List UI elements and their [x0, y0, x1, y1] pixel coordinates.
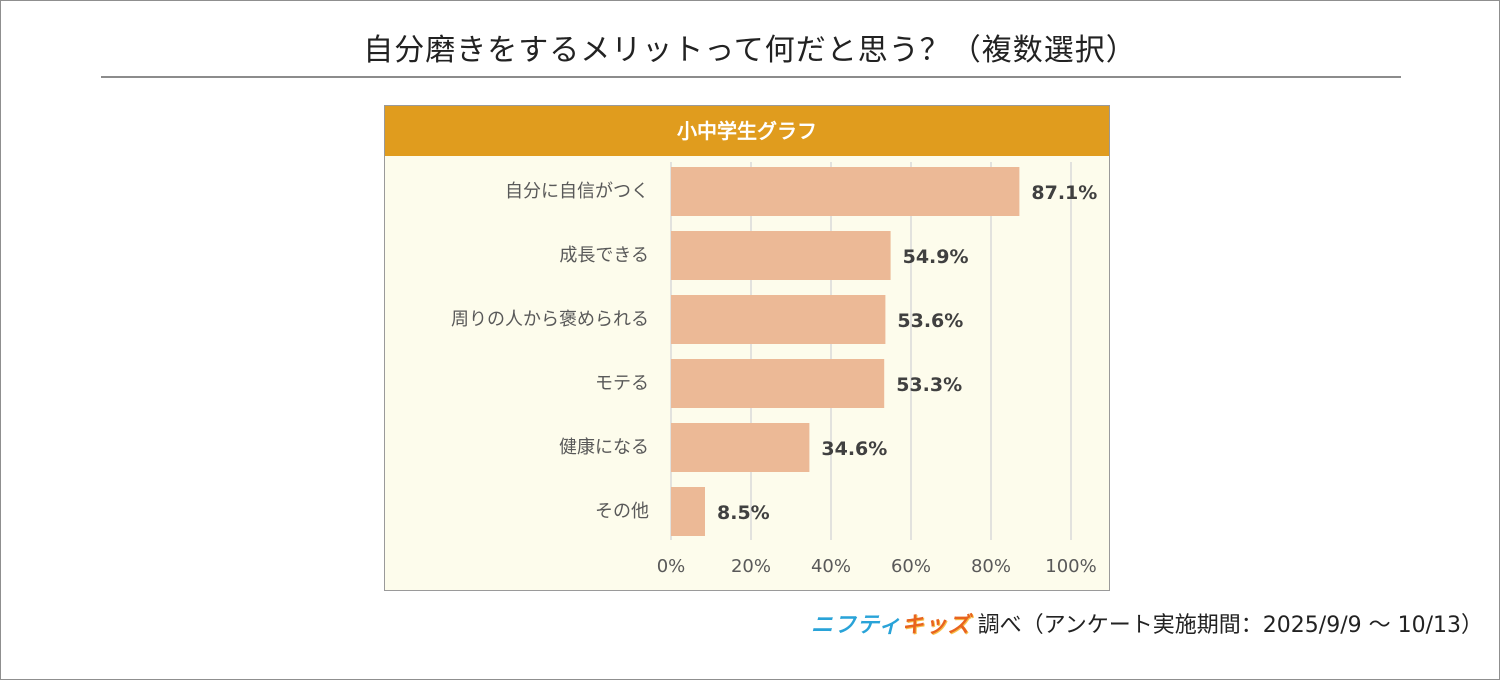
category-label-1: 成長できる [559, 245, 649, 266]
bar-3 [671, 359, 885, 408]
page-title: 自分磨きをするメリットって何だと思う？（複数選択） [363, 33, 1137, 68]
category-label-5: その他 [595, 501, 649, 522]
x-tick-label-40: 40% [811, 556, 851, 577]
x-tick-label-0: 0% [657, 556, 686, 577]
source-note: ニフティキッズ 調べ（アンケート実施期間：2025/9/9 ～ 10/13） [811, 607, 1483, 639]
title-divider [101, 76, 1401, 78]
value-label-2: 53.6% [897, 310, 963, 332]
x-tick-label-60: 60% [891, 556, 931, 577]
brand-logo-nifty: ニフティ [810, 613, 902, 638]
bar-4 [671, 423, 810, 472]
bar-1 [671, 231, 891, 280]
value-label-3: 53.3% [896, 374, 962, 396]
category-label-2: 周りの人から褒められる [451, 309, 649, 330]
x-tick-label-20: 20% [731, 556, 771, 577]
value-label-0: 87.1% [1031, 182, 1097, 204]
bar-chart: 0% 20% 40% 60% 80% 100% 自分に自信がつく 87.1% 成長できる 54.9… [451, 162, 1097, 577]
source-text: 調べ（アンケート実施期間：2025/9/9 ～ 10/13） [977, 613, 1483, 638]
chart-title: 小中学生グラフ [385, 106, 1109, 156]
value-label-4: 34.6% [821, 438, 887, 460]
bar-0 [671, 167, 1020, 216]
x-tick-label-80: 80% [971, 556, 1011, 577]
category-label-0: 自分に自信がつく [505, 181, 649, 202]
category-label-3: モテる [595, 373, 649, 394]
chart-panel: 小中学生グラフ 0% 20% 40% 60% 80% 100% 自分に自信がつく 87.1% 成… [384, 105, 1110, 591]
x-tick-label-100: 100% [1045, 556, 1096, 577]
bar-5 [671, 487, 705, 536]
value-label-1: 54.9% [903, 246, 969, 268]
bar-2 [671, 295, 886, 344]
value-label-5: 8.5% [717, 502, 770, 524]
category-label-4: 健康になる [559, 437, 649, 458]
brand-logo-kids: キッズ [901, 613, 971, 638]
